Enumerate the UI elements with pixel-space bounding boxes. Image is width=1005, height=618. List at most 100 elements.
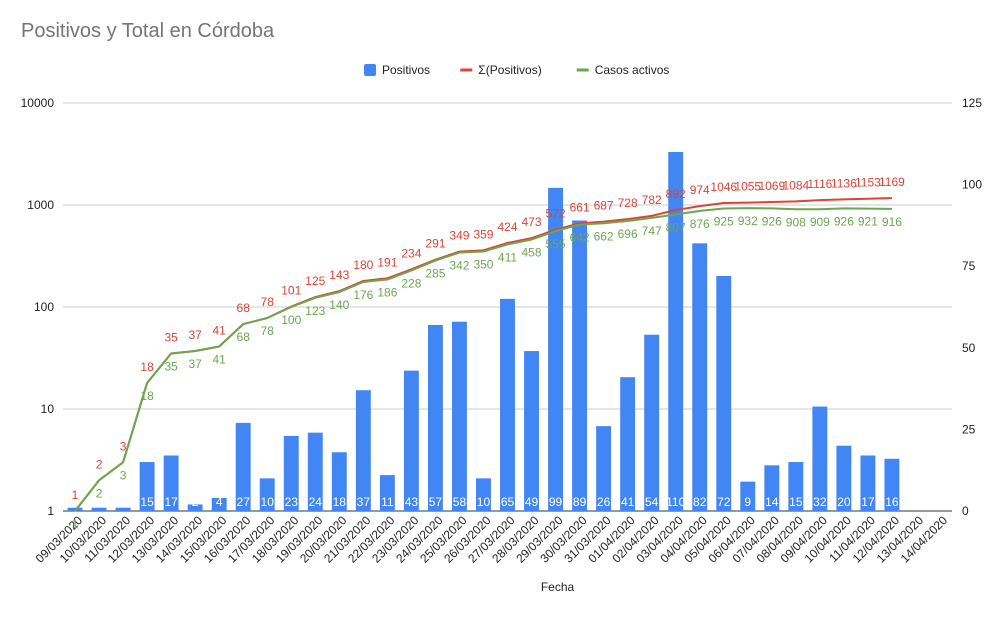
line-data-label: 35	[164, 360, 178, 374]
line-data-label: 782	[642, 193, 662, 207]
y-right-tick-label: 25	[962, 422, 976, 436]
bar-data-label: 49	[525, 495, 539, 509]
bar-data-label: 43	[405, 495, 419, 509]
line-data-label: 916	[882, 215, 902, 229]
line-data-label: 909	[810, 215, 830, 229]
bar	[331, 452, 347, 511]
line-data-label: 143	[329, 268, 349, 282]
line-series	[74, 197, 892, 512]
bar-data-label: 41	[621, 495, 635, 509]
bar-data-label: 15	[789, 495, 803, 509]
line-data-label: 728	[618, 196, 638, 210]
bar	[283, 435, 299, 511]
line-data-label: 687	[594, 199, 614, 213]
line-data-label: 473	[522, 215, 542, 229]
line-data-label: 68	[237, 301, 251, 315]
line-data-label: 191	[377, 255, 397, 269]
bar	[307, 432, 323, 511]
bar-series	[67, 151, 900, 512]
bar-data-label: 23	[285, 495, 299, 509]
y-left-tick-label: 10000	[21, 96, 55, 110]
bar	[692, 243, 708, 512]
legend-item: Σ(Positivos)	[460, 63, 542, 77]
line-data-label: 932	[738, 214, 758, 228]
line-data-label: 572	[546, 207, 566, 221]
bar-data-label: 16	[885, 495, 899, 509]
bar-data-label: 17	[164, 495, 178, 509]
legend-item: Casos activos	[576, 63, 670, 77]
bar	[259, 478, 275, 511]
bar-data-label: 17	[861, 495, 875, 509]
line-data-label: 349	[449, 229, 469, 243]
bar-data-label: 2	[192, 495, 199, 509]
line-data-label: 41	[212, 323, 226, 337]
line-data-label: 37	[188, 328, 202, 342]
line-data-label: 662	[594, 229, 614, 243]
legend-swatch	[364, 64, 376, 76]
bar-data-label: 26	[597, 495, 611, 509]
line-data-label: 424	[497, 220, 517, 234]
line-data-label: 926	[762, 214, 782, 228]
line-data-label: 1116	[807, 177, 832, 191]
line-data-label: 1136	[831, 176, 857, 190]
bar-data-label: 1	[96, 495, 103, 509]
bar	[187, 504, 203, 511]
line-data-label: 2	[96, 486, 103, 500]
line-data-label: 807	[666, 220, 686, 234]
line-data-label: 974	[690, 183, 710, 197]
bar	[668, 151, 684, 511]
bar-data-label: 11	[381, 495, 394, 509]
bar	[788, 462, 804, 511]
bar-data-label: 1	[120, 495, 127, 509]
bar	[524, 351, 539, 511]
y-left-tick-label: 1	[47, 504, 54, 518]
line-data-label: 18	[140, 389, 154, 403]
line-data-label: 176	[353, 288, 373, 302]
bar-data-label: 10	[477, 495, 491, 509]
line-data-label: 359	[473, 227, 493, 241]
bar-data-label: 18	[333, 495, 347, 509]
line-data-label: 100	[281, 313, 301, 327]
line-data-label: 35	[164, 331, 178, 345]
bar	[740, 481, 756, 511]
line-data-label: 1069	[758, 179, 785, 193]
line-data-label: 458	[522, 246, 542, 260]
line-data-label: 228	[401, 276, 421, 290]
line-data-label: 921	[858, 215, 878, 229]
bar-data-label: 24	[309, 495, 323, 509]
bar	[596, 426, 612, 511]
bar-data-label: 1	[72, 495, 79, 509]
line-data-label: 2	[96, 457, 103, 471]
bar	[115, 507, 131, 511]
line-data-label: 1	[72, 488, 79, 502]
bar	[67, 507, 83, 511]
bar	[860, 455, 876, 511]
bar	[716, 275, 732, 511]
line-data-label: 642	[570, 231, 590, 245]
line-data-label: 411	[498, 250, 517, 264]
y-left-tick-label: 1000	[27, 198, 54, 212]
y-right-tick-label: 125	[962, 96, 982, 110]
line-data-label: 125	[305, 274, 325, 288]
bar	[572, 220, 588, 511]
line-data-label: 123	[305, 304, 325, 318]
legend-label: Casos activos	[595, 63, 670, 77]
bar	[812, 406, 828, 511]
bar-data-label: 4	[216, 495, 223, 509]
bar-data-label: 32	[813, 495, 827, 509]
bar	[620, 377, 636, 511]
line-data-label: 350	[473, 258, 493, 272]
bar	[451, 321, 467, 511]
line-data-label: 696	[618, 227, 638, 241]
y-left-tick-label: 100	[34, 300, 54, 314]
line-data-label: 186	[377, 286, 397, 300]
bar	[500, 298, 515, 511]
y-right-tick-label: 100	[962, 178, 982, 192]
bar-data-label: 54	[645, 495, 659, 509]
bar-data-label: 27	[237, 495, 251, 509]
line-data-label: 3	[120, 468, 127, 482]
line-data-label: 1	[72, 517, 79, 531]
line-data-label: 234	[401, 246, 421, 260]
bar	[764, 465, 780, 511]
